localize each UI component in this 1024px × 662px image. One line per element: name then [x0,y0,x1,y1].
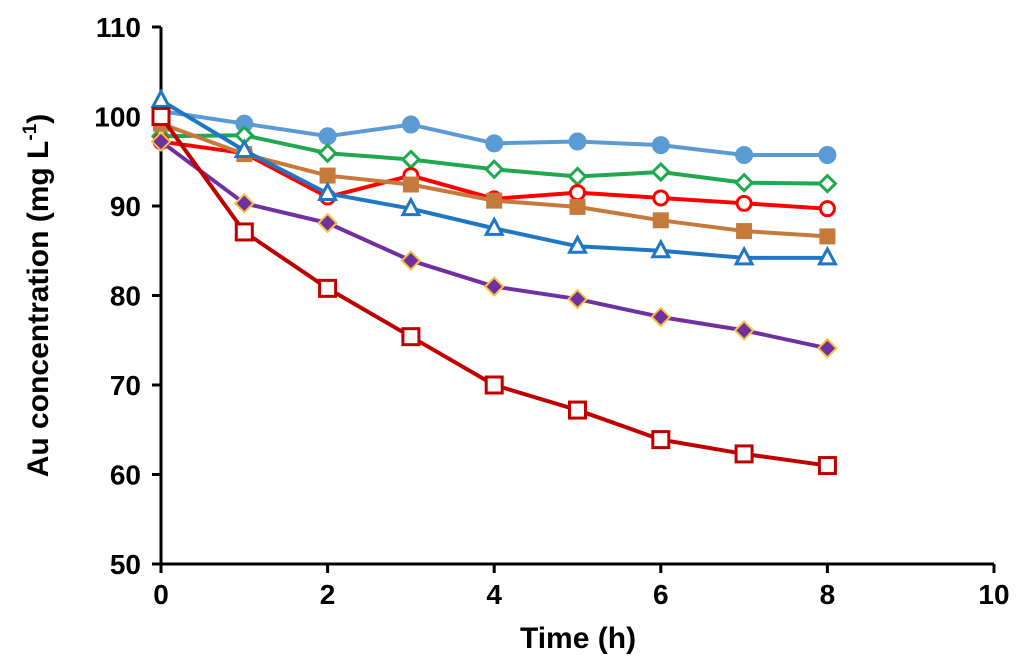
data-point [735,145,754,164]
series-4 [153,115,836,245]
y-tick-label: 50 [110,549,141,580]
series-2 [150,125,838,194]
y-axis-title-main: Au concentration (mg L [22,141,55,478]
x-tick-label: 2 [320,579,336,610]
y-tick-label: 110 [96,12,141,43]
data-point [150,131,172,152]
data-point [650,306,672,328]
data-point [151,107,171,126]
x-tick-label: 0 [153,579,169,610]
data-point [483,216,505,236]
data-point [816,337,838,359]
data-point [569,198,586,215]
data-point [818,145,837,164]
data-point [736,223,753,240]
series-6 [150,131,838,359]
data-point [734,444,754,464]
data-point [817,173,838,194]
series-7 [151,107,837,476]
data-point [233,138,255,159]
data-point [735,194,753,212]
data-point [651,430,671,450]
y-tick-label: 60 [110,460,141,491]
x-tick-label: 8 [820,579,836,610]
data-point [400,149,422,170]
x-tick-label: 4 [486,579,502,610]
y-axis-title: Au concentration (mg L-1) [20,114,55,478]
data-point [819,228,836,245]
data-point [483,276,505,297]
series-5 [150,88,838,266]
y-tick-label: 80 [110,281,141,312]
data-point [818,200,836,218]
data-point [318,127,337,146]
data-point [733,245,755,266]
data-point [401,327,421,347]
data-point [652,189,670,207]
data-point [568,132,587,151]
data-point [400,196,422,217]
data-point [568,400,587,420]
y-tick-label: 100 [94,102,141,133]
data-point [652,212,669,229]
data-point [318,278,338,298]
data-point [567,166,588,187]
x-tick-label: 6 [653,579,669,610]
data-point [401,115,420,134]
series-layer [150,88,838,476]
y-ticks: 50 60 70 80 90 100 110 [94,12,161,580]
y-axis-title-suffix: ) [22,114,55,124]
data-point [733,319,755,341]
data-point [484,159,505,180]
data-point [234,222,254,242]
data-point [651,136,670,155]
data-point [567,288,588,310]
x-axis-title: Time (h) [520,622,636,655]
x-tick-label: 10 [978,579,1009,610]
data-point [486,192,503,209]
data-point [317,181,339,201]
data-point [567,234,588,254]
data-point [733,172,755,193]
data-point [817,456,837,476]
data-point [317,143,338,164]
data-point [485,134,504,153]
data-point [569,184,586,202]
data-point [400,250,422,272]
data-point [150,88,172,108]
y-tick-label: 70 [110,370,141,401]
data-point [484,375,504,395]
data-point [319,167,336,184]
x-ticks: 0 2 4 6 8 10 [153,564,1010,610]
y-tick-label: 90 [110,191,141,222]
y-axis-title-superscript: -1 [20,123,41,140]
data-point [317,212,339,234]
data-point [650,161,671,183]
data-point [816,245,838,266]
data-point [233,192,255,214]
data-point [650,238,672,259]
data-point [402,176,419,193]
axes: 50 60 70 80 90 100 110 0 2 4 6 8 10 [94,12,1009,610]
